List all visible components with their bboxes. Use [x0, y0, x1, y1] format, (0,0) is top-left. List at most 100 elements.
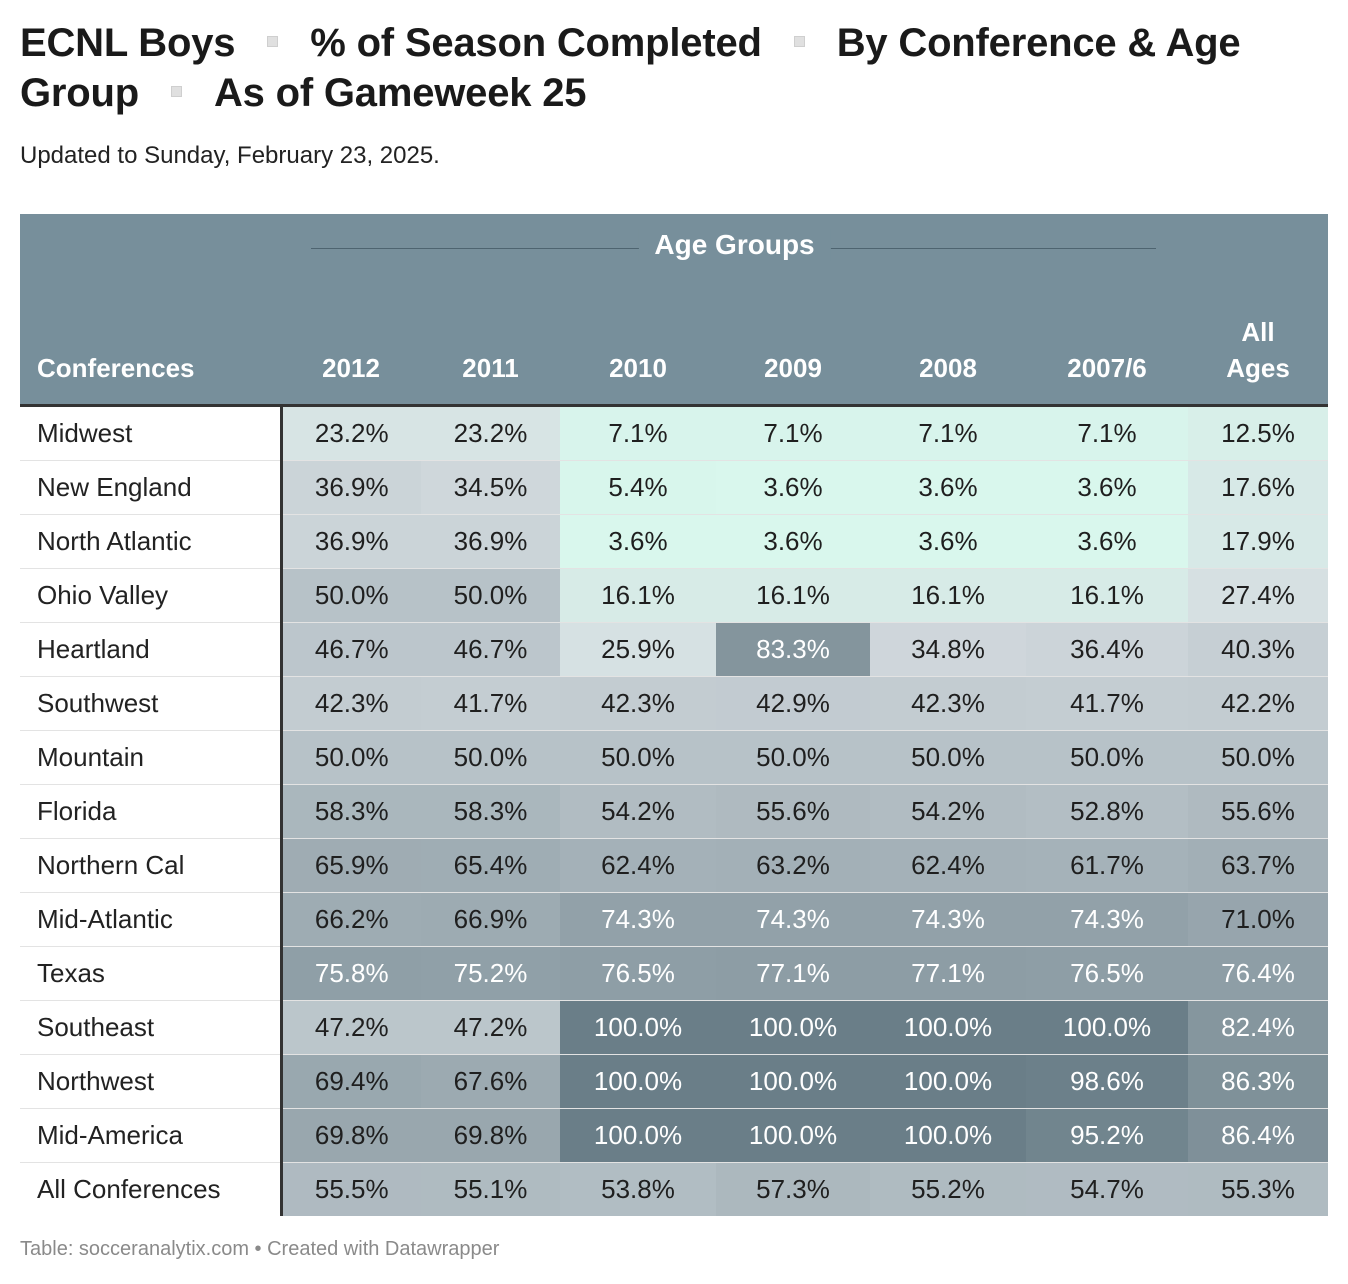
table-cell: 66.2%	[281, 892, 421, 947]
table-row: Mountain 50.0% 50.0% 50.0% 50.0% 50.0% 50.0% 50…	[20, 730, 1328, 785]
table-cell: 7.1%	[716, 405, 870, 461]
table-cell: 27.4%	[1188, 568, 1328, 623]
table-cell: 42.9%	[716, 676, 870, 731]
row-label: North Atlantic	[20, 514, 283, 569]
table-cell: 17.6%	[1188, 460, 1328, 515]
row-label: Florida	[20, 784, 283, 839]
table-cell: 40.3%	[1188, 622, 1328, 677]
table-cell: 67.6%	[421, 1054, 560, 1109]
table-cell: 36.9%	[421, 514, 560, 569]
row-label: New England	[20, 460, 283, 515]
table-cell: 12.5%	[1188, 405, 1328, 461]
table-row: Mid-Atlantic 66.2% 66.9% 74.3% 74.3% 74.3% 74.…	[20, 892, 1328, 947]
table-cell: 47.2%	[281, 1000, 421, 1055]
table-cell: 7.1%	[1026, 405, 1188, 461]
table-cell: 55.6%	[716, 784, 870, 839]
table-cell: 52.8%	[1026, 784, 1188, 839]
table-cell: 50.0%	[1026, 730, 1188, 785]
column-header: 2010	[560, 282, 716, 407]
table-cell: 41.7%	[421, 676, 560, 731]
table-cell: 55.5%	[281, 1162, 421, 1216]
table-cell: 23.2%	[281, 405, 421, 461]
table-cell: 74.3%	[870, 892, 1026, 947]
separator-icon	[170, 85, 182, 97]
source-footer: Table: socceranalytix.com • Created with…	[20, 1238, 500, 1260]
table-row: North Atlantic 36.9% 36.9% 3.6% 3.6% 3.6% 3.6%…	[20, 514, 1328, 569]
table-cell: 16.1%	[716, 568, 870, 623]
table-cell: 3.6%	[870, 460, 1026, 515]
table-cell: 17.9%	[1188, 514, 1328, 569]
group-label: Age Groups	[638, 229, 831, 261]
table-cell: 62.4%	[560, 838, 716, 893]
row-label: Mid-Atlantic	[20, 892, 283, 947]
chart-title: ECNL Boys % of Season Completed By Confere…	[20, 18, 1328, 118]
table-cell: 100.0%	[560, 1054, 716, 1109]
table-cell: 36.9%	[281, 514, 421, 569]
row-label: Mountain	[20, 730, 283, 785]
table-cell: 58.3%	[281, 784, 421, 839]
table-cell: 77.1%	[870, 946, 1026, 1001]
table-row: Ohio Valley 50.0% 50.0% 16.1% 16.1% 16.1% 16.1…	[20, 568, 1328, 623]
table-cell: 65.9%	[281, 838, 421, 893]
table-cell: 3.6%	[1026, 514, 1188, 569]
table-cell: 50.0%	[716, 730, 870, 785]
table-cell: 82.4%	[1188, 1000, 1328, 1055]
table-row: Southwest 42.3% 41.7% 42.3% 42.9% 42.3% 41.7% 4…	[20, 676, 1328, 731]
table-cell: 41.7%	[1026, 676, 1188, 731]
table-cell: 62.4%	[870, 838, 1026, 893]
column-header: 2011	[421, 282, 560, 407]
table-cell: 50.0%	[560, 730, 716, 785]
column-header: 2009	[716, 282, 870, 407]
row-label: Mid-America	[20, 1108, 283, 1163]
table-cell: 100.0%	[560, 1000, 716, 1055]
table-cell: 74.3%	[1026, 892, 1188, 947]
table-cell: 55.3%	[1188, 1162, 1328, 1216]
table-cell: 100.0%	[716, 1054, 870, 1109]
header-spacer	[1188, 214, 1328, 282]
table-cell: 3.6%	[1026, 460, 1188, 515]
table-cell: 75.8%	[281, 946, 421, 1001]
table-cell: 86.4%	[1188, 1108, 1328, 1163]
header-line: All	[1241, 317, 1275, 347]
column-header: 2012	[281, 282, 421, 407]
table-cell: 50.0%	[421, 730, 560, 785]
table-cell: 7.1%	[870, 405, 1026, 461]
table-cell: 54.2%	[560, 784, 716, 839]
table-row: Florida 58.3% 58.3% 54.2% 55.6% 54.2% 52.8% 55.…	[20, 784, 1328, 839]
table-cell: 34.8%	[870, 622, 1026, 677]
table-cell: 57.3%	[716, 1162, 870, 1216]
title-part: By Conference & Age Group	[20, 21, 1241, 115]
table-cell: 83.3%	[716, 622, 870, 677]
table-cell: 54.7%	[1026, 1162, 1188, 1216]
table-cell: 66.9%	[421, 892, 560, 947]
table-row: Northern Cal 65.9% 65.4% 62.4% 63.2% 62.4% 61.…	[20, 838, 1328, 893]
table-cell: 16.1%	[1026, 568, 1188, 623]
row-label: All Conferences	[20, 1162, 283, 1216]
chart-subtitle: Updated to Sunday, February 23, 2025.	[20, 142, 440, 169]
table-row: Northwest 69.4% 67.6% 100.0% 100.0% 100.0% 98.…	[20, 1054, 1328, 1109]
age-groups-header: Age Groups	[281, 214, 1188, 282]
table-cell: 42.3%	[281, 676, 421, 731]
table-cell: 54.2%	[870, 784, 1026, 839]
table-row: Midwest 23.2% 23.2% 7.1% 7.1% 7.1% 7.1% 12.5%	[20, 405, 1328, 461]
table-row: Heartland 46.7% 46.7% 25.9% 83.3% 34.8% 36.4% 4…	[20, 622, 1328, 677]
table-cell: 65.4%	[421, 838, 560, 893]
table-cell: 7.1%	[560, 405, 716, 461]
table-cell: 46.7%	[281, 622, 421, 677]
table-cell: 71.0%	[1188, 892, 1328, 947]
table-cell: 63.2%	[716, 838, 870, 893]
column-header: 2007/6	[1026, 282, 1188, 407]
table-cell: 98.6%	[1026, 1054, 1188, 1109]
table-cell: 47.2%	[421, 1000, 560, 1055]
row-label: Northwest	[20, 1054, 283, 1109]
table-cell: 50.0%	[1188, 730, 1328, 785]
header-line: Ages	[1226, 353, 1290, 383]
row-label: Northern Cal	[20, 838, 283, 893]
table-cell: 53.8%	[560, 1162, 716, 1216]
table-cell: 55.2%	[870, 1162, 1026, 1216]
table-cell: 3.6%	[560, 514, 716, 569]
table-row: All Conferences 55.5% 55.1% 53.8% 57.3% 55.2%…	[20, 1162, 1328, 1216]
table-cell: 58.3%	[421, 784, 560, 839]
table-row: Southeast 47.2% 47.2% 100.0% 100.0% 100.0% 100…	[20, 1000, 1328, 1055]
table-cell: 100.0%	[1026, 1000, 1188, 1055]
